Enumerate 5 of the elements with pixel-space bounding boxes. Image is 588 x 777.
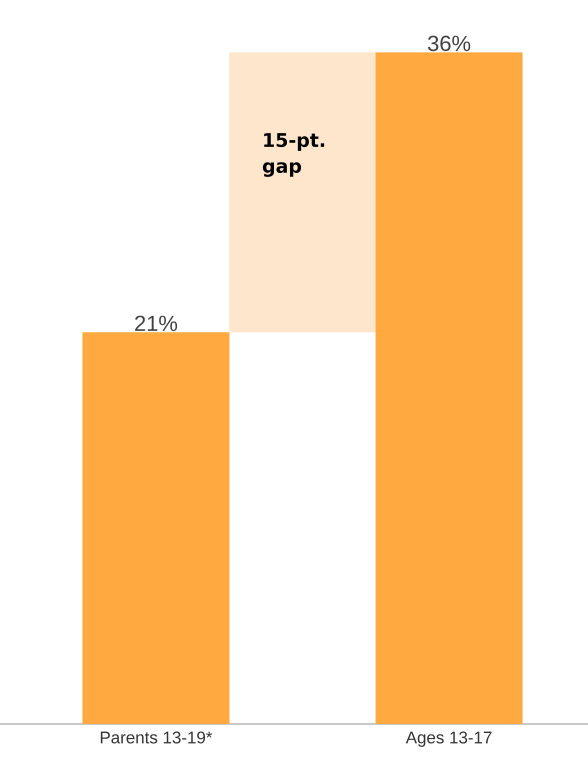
- data-label: 21%: [135, 316, 178, 332]
- data-label: 36%: [428, 36, 470, 52]
- x-tick-label: Ages 13-17: [406, 732, 492, 747]
- x-tick-label: Parents 13-19*: [100, 732, 212, 744]
- band-label: 15-pt. gap: [262, 133, 324, 177]
